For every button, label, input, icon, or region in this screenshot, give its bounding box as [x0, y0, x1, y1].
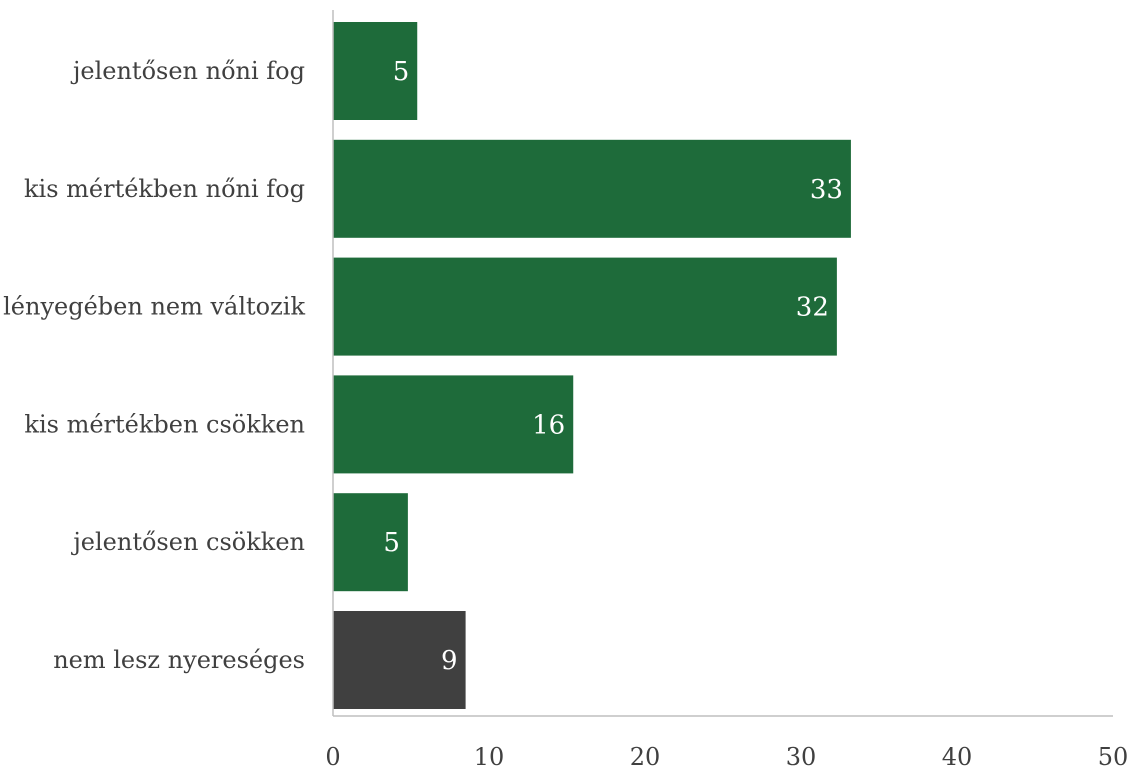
bar — [333, 22, 418, 120]
bar — [333, 139, 851, 238]
data-label: 16 — [532, 410, 565, 440]
category-label: kis mértékben csökken — [24, 410, 305, 438]
category-label: nem lesz nyereséges — [53, 646, 305, 674]
data-label: 9 — [441, 646, 458, 676]
data-label: 32 — [796, 293, 829, 323]
data-label: 33 — [810, 175, 843, 205]
x-tick-labels: 0 10 20 30 40 50 — [325, 743, 1129, 771]
bar — [333, 257, 837, 356]
bar — [333, 375, 574, 474]
bars-layer — [333, 22, 851, 709]
category-label: lényegében nem változik — [3, 293, 305, 321]
x-tick-label: 30 — [786, 743, 817, 769]
x-tick-label: 0 — [325, 743, 340, 769]
category-labels: jelentősen nőni fog kis mértékben nőni fo… — [3, 57, 305, 674]
x-tick-label: 20 — [630, 743, 661, 769]
bar — [333, 611, 466, 709]
x-tick-label: 40 — [942, 743, 973, 769]
category-label: jelentősen nőni fog — [70, 57, 305, 85]
data-label: 5 — [383, 528, 400, 558]
bar — [333, 493, 408, 592]
category-label: jelentősen csökken — [70, 528, 305, 556]
data-label: 5 — [393, 57, 410, 87]
x-tick-label: 50 — [1098, 743, 1129, 769]
value-labels: 5 33 32 16 5 9 — [383, 57, 843, 676]
category-label: kis mértékben nőni fog — [24, 175, 305, 203]
x-tick-label: 10 — [474, 743, 505, 769]
